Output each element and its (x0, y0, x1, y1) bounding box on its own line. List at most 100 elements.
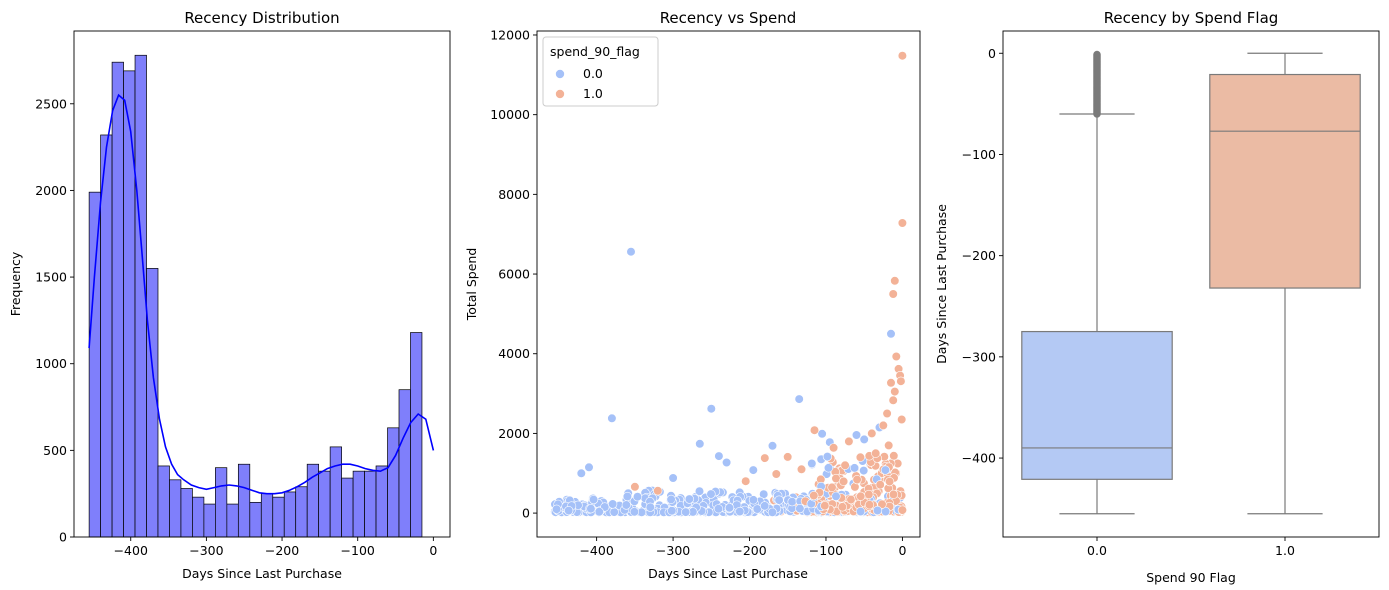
x-axis-label: Days Since Last Purchase (182, 566, 342, 581)
scatter-point (774, 495, 784, 505)
y-tick-label: 2000 (35, 183, 67, 198)
scatter-point (851, 430, 862, 440)
histogram-bar (272, 496, 285, 538)
legend: spend_90_flag 0.0 1.0 (542, 36, 659, 107)
histogram-bar (318, 470, 331, 538)
scatter-point (695, 439, 705, 449)
chart-title: Recency Distribution (184, 9, 339, 27)
scatter-point (760, 453, 770, 463)
histogram-bar (260, 493, 274, 538)
scatter-point (796, 464, 807, 474)
scatter-point (586, 504, 596, 514)
y-ticks: 0 500 1000 1500 2000 2500 (35, 96, 74, 545)
histogram-bar (398, 389, 411, 538)
scatter-point (608, 499, 618, 509)
x-tick-label: 1.0 (1275, 543, 1295, 558)
scatter-point (724, 503, 735, 513)
histogram-bar (410, 332, 423, 538)
scatter-point (653, 486, 663, 496)
y-tick-label: 0 (522, 506, 530, 521)
scatter-point (741, 476, 751, 486)
boxplot-panel: 0.0 1.0 0 −100 −200 −300 −400 Recency by Spen… (934, 9, 1380, 585)
scatter-point (844, 436, 854, 447)
scatter-point (896, 376, 906, 386)
scatter-point (852, 475, 862, 485)
scatter-point (645, 502, 655, 512)
scatter-point (626, 247, 636, 257)
scatter-point (859, 434, 869, 445)
scatter-point (809, 491, 819, 501)
scatter-panel: −400 −300 −200 −100 0 0 2000 4000 6000 8000 10000… (464, 9, 921, 581)
scatter-point (630, 482, 640, 492)
y-axis-label: Days Since Last Purchase (934, 204, 949, 364)
scatter-point (787, 497, 797, 507)
scatter-point (886, 378, 896, 388)
scatter-point (622, 491, 633, 502)
scatter-point (889, 451, 899, 461)
x-tick-label: −300 (656, 543, 690, 558)
scatter-point (713, 504, 724, 514)
scatter-point (684, 494, 695, 504)
histogram-bar (387, 427, 400, 538)
histogram-bar (295, 486, 308, 538)
scatter-point (721, 457, 732, 468)
scatter-point (882, 408, 892, 419)
scatter-point (867, 428, 877, 439)
axes-frame (1002, 30, 1380, 538)
scatter-point (817, 429, 827, 439)
histogram-panel: −400 −300 −200 −100 0 0 500 1000 1500 2000 2500 R… (8, 9, 451, 581)
scatter-point (897, 414, 907, 425)
scatter-point (831, 491, 841, 501)
scatter-point (771, 469, 781, 479)
histogram-bar (123, 70, 136, 538)
y-ticks: 0 2000 4000 6000 8000 10000 12000 (490, 27, 537, 521)
scatter-point (794, 394, 804, 404)
histogram-bar (169, 479, 182, 538)
scatter-point (880, 465, 891, 475)
scatter-point (886, 329, 896, 339)
scatter-point (767, 507, 778, 517)
y-tick-label: 10000 (490, 107, 530, 122)
y-axis-label: Frequency (8, 251, 23, 316)
scatter-point (667, 506, 677, 516)
scatter-point (822, 452, 833, 462)
y-tick-label: 1000 (35, 356, 67, 371)
x-tick-label: −100 (341, 543, 375, 558)
scatter-point (609, 507, 619, 517)
x-axis-label: Days Since Last Purchase (648, 566, 808, 581)
x-tick-label: −400 (579, 543, 613, 558)
scatter-point (588, 495, 599, 505)
axes-frame (73, 30, 451, 538)
x-tick-label: −100 (809, 543, 843, 558)
scatter-point (584, 462, 594, 472)
scatter-point (681, 507, 691, 517)
x-tick-label: −200 (265, 543, 299, 558)
scatter-point (748, 495, 759, 505)
chart-title: Recency by Spend Flag (1104, 9, 1279, 27)
scatter-point (820, 501, 830, 511)
scatter-point (849, 463, 860, 473)
legend-label-0: 0.0 (583, 66, 603, 81)
legend-marker-0 (555, 69, 565, 79)
scatter-point (767, 441, 778, 451)
scatter-point (714, 451, 724, 461)
y-tick-label: −100 (962, 147, 996, 162)
scatter-point (827, 482, 837, 493)
axes-frame (536, 30, 921, 538)
y-ticks: 0 −100 −200 −300 −400 (962, 46, 1003, 466)
scatter-point (807, 458, 817, 469)
scatter-point (864, 500, 875, 510)
scatter-point (897, 505, 908, 515)
y-tick-label: 500 (43, 443, 67, 458)
scatter-point (888, 489, 899, 500)
scatter-point (871, 448, 881, 458)
scatter-point (872, 505, 883, 516)
x-tick-label: 0 (429, 543, 437, 558)
scatter-point (855, 506, 866, 517)
scatter-point (837, 502, 848, 512)
histogram-bar (157, 465, 170, 538)
histogram-bar (100, 134, 113, 538)
histogram-bar (111, 61, 124, 538)
scatter-point (864, 489, 874, 500)
histogram-bar (192, 496, 205, 538)
